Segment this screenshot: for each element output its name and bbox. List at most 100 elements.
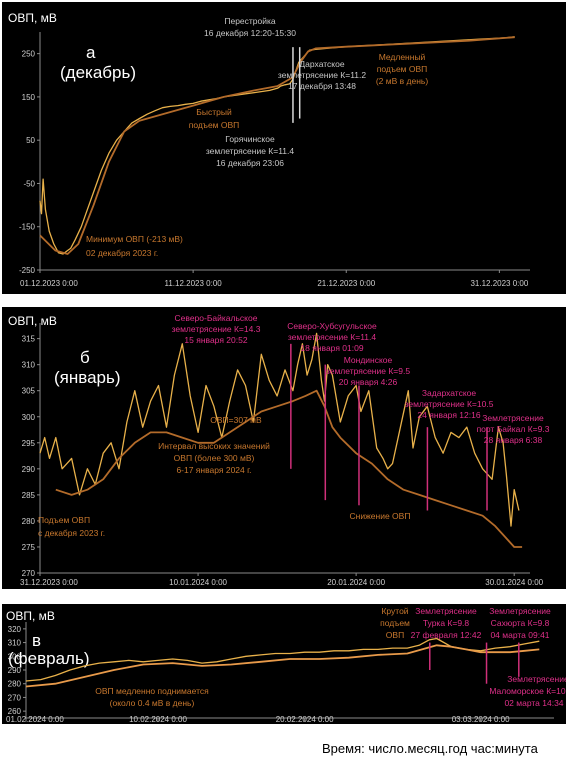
annotation-text: Северо-Хубсугульское bbox=[287, 321, 377, 331]
annotation-text: ОВП=307 мВ bbox=[210, 415, 262, 425]
annotation-text: 16 декабря 23:06 bbox=[216, 158, 284, 168]
time-format-note: Время: число.месяц.год час:минута bbox=[322, 741, 538, 756]
annotation-text: ОВП медленно поднимается bbox=[95, 686, 209, 696]
panel-label: б bbox=[80, 348, 90, 367]
annotation-text: 24 января 12:16 bbox=[417, 410, 480, 420]
y-tick-label: 290 bbox=[8, 666, 22, 675]
y-tick-label: -150 bbox=[19, 223, 36, 232]
annotation-text: подъем ОВП bbox=[189, 120, 240, 130]
y-tick-label: -50 bbox=[23, 179, 35, 188]
annotation-text: Дархатское bbox=[299, 59, 344, 69]
chart-december-svg: -250 -150 -50 50 150 250 01.12.2023 0:00 11.12.… bbox=[8, 11, 530, 288]
y-tick-label: 320 bbox=[8, 625, 22, 634]
annotation-text: 20 января 4:26 bbox=[339, 377, 398, 387]
annotation-text: землетрясение К=10.5 bbox=[405, 399, 494, 409]
y-tick-label: 250 bbox=[22, 50, 36, 59]
y-tick-label: 300 bbox=[22, 413, 36, 422]
annotation-text: ОВП bbox=[386, 630, 404, 640]
y-tick-label: 300 bbox=[8, 652, 22, 661]
y-axis-title: ОВП, мВ bbox=[6, 609, 55, 623]
y-tick-label: 280 bbox=[8, 680, 22, 689]
chart-panel-january: 270 275 280 285 290 295 300 305 310 315 31.12.2023… bbox=[2, 307, 566, 589]
annotation-text: Землетрясение bbox=[415, 606, 477, 616]
annotation-text: 17 декабря 13:48 bbox=[288, 81, 356, 91]
annotation-text: Маломорское К=10.0 bbox=[489, 686, 566, 696]
y-tick-label: 295 bbox=[22, 439, 36, 448]
annotation-text: Землетрясение bbox=[489, 606, 551, 616]
y-tick-label: 310 bbox=[22, 361, 36, 370]
x-tick-label: 31.12.2023 0:00 bbox=[470, 279, 528, 288]
series-line-trend bbox=[39, 36, 515, 255]
annotation-text: Северо-Байкальское bbox=[175, 313, 258, 323]
annotation-text: 6-17 января 2024 г. bbox=[176, 465, 251, 475]
x-tick-label: 20.02.2024 0:00 bbox=[276, 715, 334, 724]
y-tick-label: 315 bbox=[22, 335, 36, 344]
chart-panel-december: -250 -150 -50 50 150 250 01.12.2023 0:00 11.12.… bbox=[2, 2, 566, 294]
x-tick-label: 03.03.2024 0:00 bbox=[452, 715, 510, 724]
annotation-text: 02 декабря 2023 г. bbox=[86, 248, 158, 258]
y-tick-label: 270 bbox=[22, 569, 36, 578]
y-tick-label: 275 bbox=[22, 543, 36, 552]
y-tick-label: 285 bbox=[22, 491, 36, 500]
chart-february-svg: 260 270 280 290 300 310 320 01.02.2024 0:00 10.0… bbox=[6, 606, 566, 724]
x-tick-label: 30.01.2024 0:00 bbox=[485, 578, 543, 587]
y-tick-label: 305 bbox=[22, 387, 36, 396]
x-tick-label: 21.12.2023 0:00 bbox=[317, 279, 375, 288]
x-tick-label: 11.12.2023 0:00 bbox=[165, 279, 223, 288]
annotation-text: Мондинское bbox=[344, 355, 393, 365]
chart-january-svg: 270 275 280 285 290 295 300 305 310 315 31.12.2023… bbox=[8, 313, 550, 587]
annotation-text: 28 января 6:38 bbox=[484, 435, 543, 445]
panel-label: (январь) bbox=[54, 368, 121, 387]
annotation-text: Быстрый bbox=[196, 107, 232, 117]
y-tick-label: 150 bbox=[22, 93, 36, 102]
series-line-trend bbox=[25, 644, 540, 688]
y-tick-label: -250 bbox=[19, 266, 36, 275]
chart-panel-february: 260 270 280 290 300 310 320 01.02.2024 0:00 10.0… bbox=[2, 604, 566, 724]
annotation-text: 18 января 01:09 bbox=[300, 343, 363, 353]
annotation-text: 27 февраля 12:42 bbox=[411, 630, 482, 640]
annotation-text: подъем ОВП bbox=[377, 64, 428, 74]
annotation-text: Минимум ОВП (-213 мВ) bbox=[86, 234, 183, 244]
panel-label: (декабрь) bbox=[60, 63, 136, 82]
annotation-text: 04 марта 09:41 bbox=[490, 630, 549, 640]
y-tick-label: 290 bbox=[22, 465, 36, 474]
annotation-text: Подъем ОВП bbox=[38, 515, 90, 525]
annotation-text: землетрясение К=11.4 bbox=[206, 146, 295, 156]
series-line-trend bbox=[55, 389, 523, 548]
x-tick-label: 01.02.2024 0:00 bbox=[6, 715, 64, 724]
y-tick-label: 260 bbox=[8, 707, 22, 716]
annotation-text: Медленный bbox=[379, 52, 426, 62]
annotation-text: землетрясение К=11.2 bbox=[278, 70, 367, 80]
annotation-text: (около 0.4 мВ в день) bbox=[110, 698, 195, 708]
annotation-text: ОВП (более 300 мВ) bbox=[174, 453, 255, 463]
panel-label: а bbox=[86, 43, 96, 62]
y-axis-title: ОВП, мВ bbox=[8, 314, 57, 328]
annotation-text: землетрясение К=11.4 bbox=[288, 332, 377, 342]
annotation-text: Задархатское bbox=[422, 388, 476, 398]
annotation-text: Землетрясение bbox=[507, 674, 566, 684]
annotation-text: землетрясение К=14.3 bbox=[172, 324, 261, 334]
annotation-text: землетрясение К=9.5 bbox=[326, 366, 410, 376]
y-axis-title: ОВП, мВ bbox=[8, 11, 57, 25]
annotation-text: с декабря 2023 г. bbox=[38, 528, 105, 538]
annotation-text: Сахюрта К=9.8 bbox=[491, 618, 550, 628]
y-tick-label: 280 bbox=[22, 517, 36, 526]
y-tick-label: 270 bbox=[8, 693, 22, 702]
annotation-text: Турка К=9.8 bbox=[423, 618, 470, 628]
annotation-text: Интервал высоких значений bbox=[158, 441, 270, 451]
x-tick-label: 10.02.2024 0:00 bbox=[129, 715, 187, 724]
annotation-text: Перестройка bbox=[224, 16, 276, 26]
annotation-text: 15 января 20:52 bbox=[184, 335, 247, 345]
annotation-text: подъем bbox=[380, 618, 410, 628]
annotation-text: Горячинское bbox=[225, 134, 275, 144]
annotation-text: Землетрясение bbox=[482, 413, 544, 423]
x-tick-label: 31.12.2023 0:00 bbox=[20, 578, 78, 587]
series-line-ovp bbox=[39, 332, 520, 527]
y-tick-label: 50 bbox=[26, 136, 35, 145]
annotation-text: Крутой bbox=[381, 606, 408, 616]
x-tick-label: 20.01.2024 0:00 bbox=[327, 578, 385, 587]
x-tick-label: 01.12.2023 0:00 bbox=[20, 279, 78, 288]
annotation-text: 02 марта 14:34 bbox=[504, 698, 563, 708]
y-tick-label: 310 bbox=[8, 639, 22, 648]
panel-label: в bbox=[32, 631, 41, 650]
